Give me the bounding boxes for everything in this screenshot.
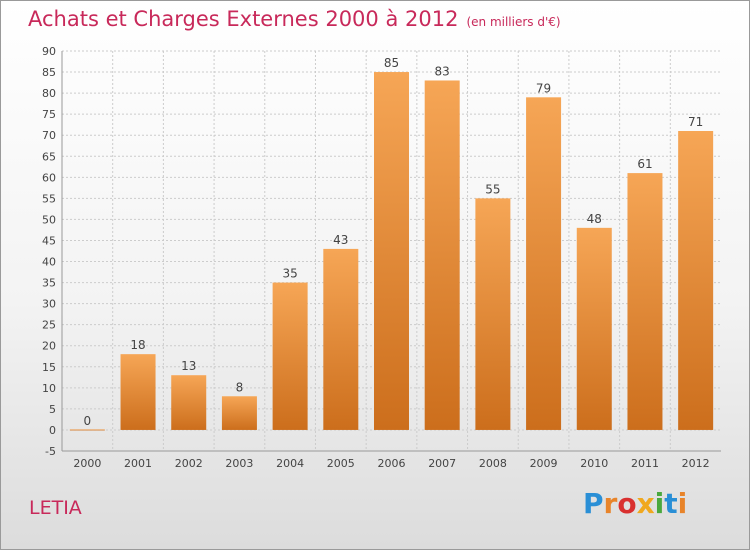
y-tick-label: 75 [42,108,56,121]
bar-2008 [475,198,511,430]
chart-title-text: Achats et Charges Externes 2000 à 2012 [28,7,459,31]
y-tick-label: 30 [42,298,56,311]
y-tick-label: 35 [42,277,56,290]
logo-letter: r [603,487,618,520]
x-tick-label-2001: 2001 [124,457,152,470]
value-label-2001: 18 [130,338,145,352]
y-tick-label: 40 [42,256,56,269]
value-label-2003: 8 [236,380,244,394]
axis-layer: -505101520253035404550556065707580859020… [42,45,721,470]
bar-2012 [678,131,714,430]
x-tick-label-2008: 2008 [479,457,507,470]
bar-2009 [526,97,562,430]
x-tick-label-2011: 2011 [631,457,659,470]
y-tick-label: 80 [42,87,56,100]
y-tick-label: 85 [42,66,56,79]
chart-title: Achats et Charges Externes 2000 à 2012 (e… [28,7,561,31]
y-tick-label: 70 [42,129,56,142]
x-tick-label-2002: 2002 [175,457,203,470]
x-tick-label-2009: 2009 [530,457,558,470]
value-label-2006: 85 [384,56,399,70]
bar-layer [69,72,714,431]
value-label-2000: 0 [84,414,92,428]
bar-2005 [323,248,359,430]
bar-2010 [576,227,612,430]
x-tick-label-2006: 2006 [378,457,406,470]
x-tick-label-2003: 2003 [225,457,253,470]
value-label-2002: 13 [181,359,196,373]
bar-2004 [272,282,308,430]
bar-2011 [627,173,663,430]
x-tick-label-2007: 2007 [428,457,456,470]
y-tick-label: -5 [45,445,56,458]
x-tick-label-2000: 2000 [73,457,101,470]
logo-letter: t [664,487,678,520]
y-tick-label: 60 [42,171,56,184]
place-label: LETIA [29,497,82,519]
y-tick-label: 45 [42,234,56,247]
y-tick-label: 65 [42,150,56,163]
y-tick-label: 15 [42,361,56,374]
label-layer: 0 18 13 8 35 43 85 83 55 79 48 61 71 [84,56,704,428]
bar-2006 [374,72,409,430]
y-tick-label: 25 [42,319,56,332]
value-label-2012: 71 [688,115,703,129]
y-tick-label: 50 [42,213,56,226]
logo-letter: o [617,487,637,520]
value-label-2005: 43 [333,233,348,247]
x-tick-label-2005: 2005 [327,457,355,470]
logo-letter: x [636,487,655,520]
chart-unit-label: (en milliers d'€) [466,15,561,29]
proxiti-logo[interactable]: Proxiti [583,487,687,520]
value-label-2007: 83 [435,64,450,78]
value-label-2004: 35 [282,267,297,281]
bar-2007 [424,80,460,430]
x-tick-label-2012: 2012 [682,457,710,470]
bar-2003 [221,396,257,430]
bar-2002 [171,375,207,430]
logo-letter: i [654,487,665,520]
y-tick-label: 0 [49,424,56,437]
value-label-2008: 55 [485,182,500,196]
value-label-2009: 79 [536,81,551,95]
y-tick-label: 5 [49,403,56,416]
y-tick-label: 10 [42,382,56,395]
bar-2001 [120,354,156,430]
x-tick-label-2004: 2004 [276,457,304,470]
logo-letter: P [583,487,604,520]
value-label-2010: 48 [587,212,602,226]
value-label-2011: 61 [637,157,652,171]
bar-2000 [69,429,105,431]
y-tick-label: 90 [42,45,56,58]
logo-letter: i [677,487,688,520]
y-tick-label: 55 [42,192,56,205]
x-tick-label-2010: 2010 [580,457,608,470]
y-tick-label: 20 [42,340,56,353]
